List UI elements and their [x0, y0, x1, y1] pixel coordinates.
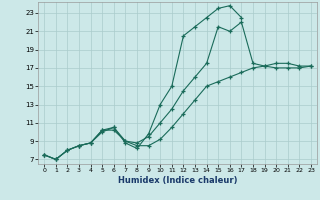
X-axis label: Humidex (Indice chaleur): Humidex (Indice chaleur)	[118, 176, 237, 185]
